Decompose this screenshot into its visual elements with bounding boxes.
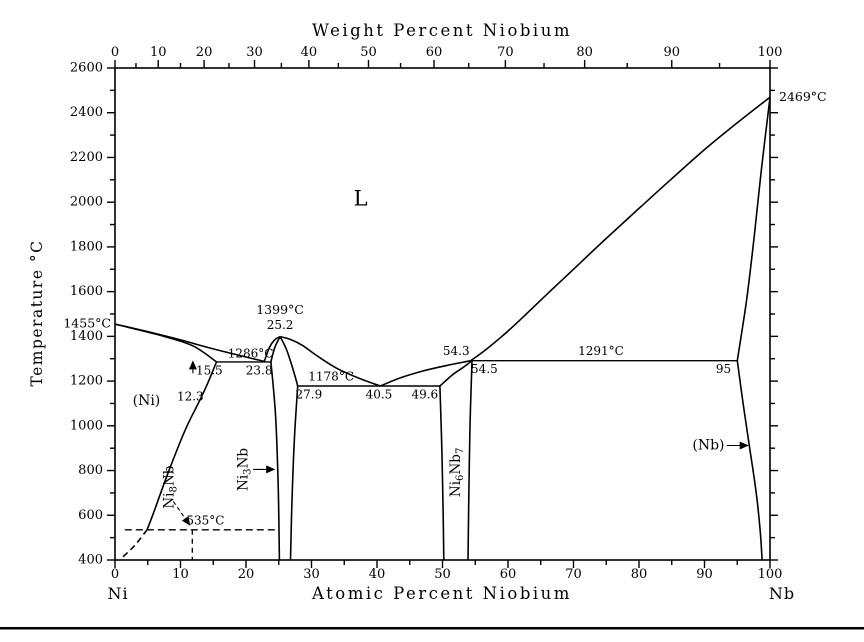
plot-annotations: L 2469°C 1455°C 1399°C25.2 1286°C 23.8 15.5 12.… [63, 89, 826, 528]
y-tick-label: 1400 [70, 329, 103, 344]
label-temp-535: 535°C [186, 513, 224, 527]
x-top-tick-label: 60 [426, 45, 443, 60]
x-bottom-tick-label: 80 [631, 567, 648, 582]
label-temp-1291: 1291°C [578, 344, 624, 358]
y-tick-label: 600 [78, 508, 103, 523]
label-comp-49-6: 49.6 [411, 388, 438, 402]
label-temp-1399: 1399°C [256, 302, 304, 317]
label-comp-23-8: 23.8 [246, 363, 273, 377]
series-ni-solvus [146, 361, 218, 531]
x-top-tick-label: 10 [150, 45, 167, 60]
x-top-tick-label: 30 [246, 45, 263, 60]
label-phase-ni: (Ni) [133, 393, 161, 409]
series-liquidus-valley [380, 359, 471, 387]
label-temp-2469: 2469°C [779, 89, 827, 104]
series-nb-liquidus [470, 96, 771, 362]
series-ni-solvus-metastable [120, 529, 148, 559]
series-nb-solvus [736, 360, 763, 561]
y-axis-title: Temperature °C [28, 239, 46, 386]
phase-boundary-curves [114, 96, 771, 561]
series-ni6nb7-left-boundary [439, 385, 445, 561]
x-top-tick-label: 50 [360, 45, 377, 60]
series-ni3nb-solidus-right [279, 336, 299, 387]
series-ni8nb-pointer [172, 501, 191, 526]
x-bottom-tick-label: 60 [500, 567, 517, 582]
label-temp-1178: 1178°C [308, 370, 354, 384]
y-tick-label: 1200 [70, 374, 103, 389]
series-ni3nb-right-boundary [289, 385, 299, 561]
x-top-tick-label: 20 [196, 45, 213, 60]
label-phase-ni8nb: Ni8Nb [161, 466, 180, 509]
y-tick-label: 1600 [70, 284, 103, 299]
y-tick-label: 2600 [70, 61, 103, 76]
x-top-tick-label: 70 [497, 45, 514, 60]
label-comp-95: 95 [716, 362, 731, 376]
x-top-tick-label: 90 [663, 45, 680, 60]
label-comp-15-5: 15.5 [196, 363, 223, 377]
y-tick-label: 400 [78, 553, 103, 568]
x-top-tick-label: 0 [111, 45, 119, 60]
x-bottom-tick-label: 20 [238, 567, 255, 582]
x-bottom-tick-label: 0 [111, 567, 119, 582]
series-ni3nb-liquidus-left [263, 335, 281, 362]
x-bottom-tick-label: 90 [696, 567, 713, 582]
x-top-tick-label: 40 [301, 45, 318, 60]
bottom-axis-title: Atomic Percent Niobium [311, 584, 572, 603]
series-ni6nb7-solidus [439, 360, 473, 387]
x-bottom-tick-label: 100 [758, 567, 783, 582]
label-phase-ni3nb: Ni3Nb [235, 448, 254, 491]
x-bottom-tick-label: 10 [172, 567, 189, 582]
series-ni3nb-solidus-left [270, 336, 281, 363]
label-comp-40-5: 40.5 [366, 388, 393, 402]
y-tick-label: 800 [78, 463, 103, 478]
window-bottom-edge [0, 627, 864, 630]
label-temp-1455: 1455°C [63, 316, 111, 331]
x-bottom-tick-label: 40 [369, 567, 386, 582]
label-phase-nb: (Nb) [692, 437, 724, 453]
label-comp-27-9: 27.9 [296, 388, 323, 402]
corner-label-ni: Ni [107, 584, 128, 603]
y-tick-label: 1000 [70, 418, 103, 433]
x-bottom-tick-label: 50 [434, 567, 451, 582]
y-tick-label: 2200 [70, 150, 103, 165]
label-comp-54-3: 54.3 [443, 344, 470, 358]
series-ni-solidus [114, 323, 217, 363]
label-comp-54-5: 54.5 [471, 362, 498, 376]
corner-label-nb: Nb [769, 584, 795, 603]
series-ni3nb-liquidus-right [279, 335, 381, 387]
label-comp-12-3: 12.3 [177, 389, 204, 403]
x-bottom-tick-label: 30 [303, 567, 320, 582]
label-phase-ni6nb7: Ni6Nb7 [448, 448, 467, 497]
axis-ticks: 4006008001000120014001600180020002200240… [70, 45, 783, 582]
x-top-tick-label: 80 [576, 45, 593, 60]
label-temp-1286: 1286°C [228, 346, 274, 360]
y-tick-label: 2000 [70, 195, 103, 210]
series-ni6nb7-right-boundary [467, 360, 473, 561]
series-ni3nb-left-boundary [270, 361, 281, 561]
x-top-tick-label: 100 [758, 45, 783, 60]
x-bottom-tick-label: 70 [565, 567, 582, 582]
series-nb-solidus [736, 97, 771, 361]
top-axis-title: Weight Percent Niobium [312, 21, 572, 40]
y-tick-label: 2400 [70, 105, 103, 120]
y-tick-label: 1800 [70, 239, 103, 254]
label-comp-25-2: 25.2 [267, 318, 294, 332]
label-liquid-region: L [354, 186, 368, 210]
